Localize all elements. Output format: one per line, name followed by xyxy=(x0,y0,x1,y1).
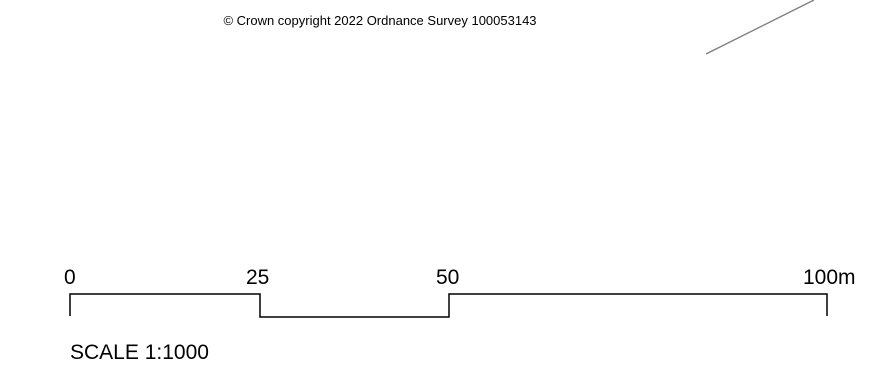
scale-ratio-label: SCALE 1:1000 xyxy=(70,341,209,364)
scale-tick-label-50: 50 xyxy=(436,266,460,289)
scale-tick-label-0: 0 xyxy=(64,266,76,289)
scale-tick-label-25: 25 xyxy=(246,266,270,289)
copyright-notice: © Crown copyright 2022 Ordnance Survey 1… xyxy=(223,13,537,28)
scale-tick-label-100m: 100m xyxy=(803,266,856,289)
